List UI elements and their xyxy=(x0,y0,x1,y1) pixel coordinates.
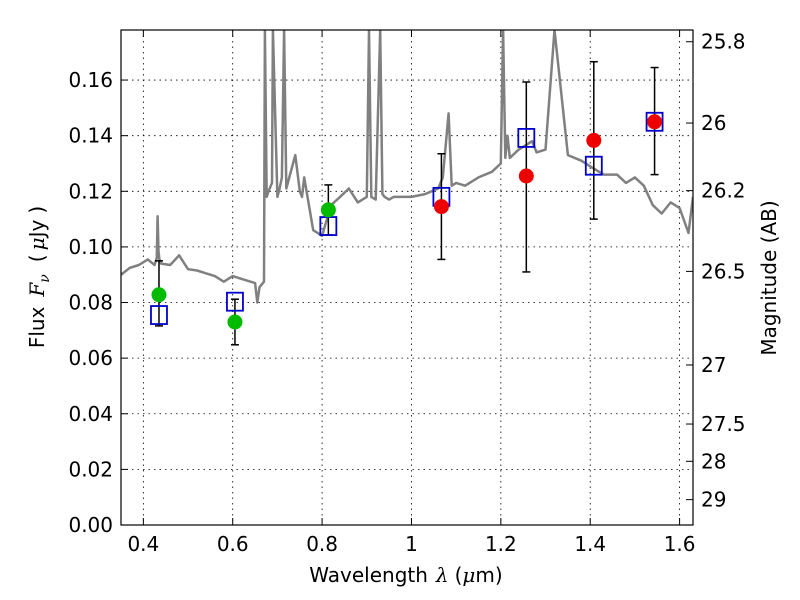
axis-ticks: 0.4 0.6 0.8 1 1.2 1.4 1.6 0.00 0.02 0.04 0.06 0.08 0… xyxy=(68,30,745,556)
y-axis-unit-close: ) xyxy=(25,206,49,214)
data-marks xyxy=(150,60,664,346)
photometry-point-red xyxy=(433,199,449,215)
y-tick-label: 0.10 xyxy=(68,235,113,259)
x-axis-label: Wavelength λ (μm) xyxy=(309,563,502,587)
photometry-square-blue xyxy=(226,291,244,312)
x-tick-label: 1.2 xyxy=(485,532,517,556)
photometry-point-green xyxy=(227,314,243,330)
y2-tick-label: 27 xyxy=(701,353,726,377)
y2-tick-label: 26.5 xyxy=(701,259,746,283)
y2-tick-label: 26.2 xyxy=(701,179,746,203)
spectrum-layer xyxy=(121,30,693,304)
y2-tick-label: 25.8 xyxy=(701,30,746,54)
y2-axis-label: Magnitude (AB) xyxy=(757,200,781,355)
y-tick-label: 0.16 xyxy=(68,68,113,92)
y-axis-label-symbol: F xyxy=(25,282,49,298)
x-axis-label-symbol: λ xyxy=(435,563,449,587)
x-axis-unit-rest: m) xyxy=(475,563,502,587)
x-tick-label: 0.6 xyxy=(217,532,249,556)
y-tick-label: 0.04 xyxy=(68,402,113,426)
photometry-point-red xyxy=(586,132,602,148)
plot-frame xyxy=(120,29,694,526)
photometry-square-blue xyxy=(645,111,664,132)
y-tick-label: 0.02 xyxy=(68,457,113,481)
y-tick-label: 0.12 xyxy=(68,179,113,203)
x-tick-label: 1 xyxy=(405,532,418,556)
photometry-square-blue xyxy=(584,155,603,176)
photometry-square-blue xyxy=(150,305,168,325)
y-tick-label: 0.00 xyxy=(68,513,113,537)
y-tick-label: 0.08 xyxy=(68,291,113,315)
photometry-point-red xyxy=(518,168,534,184)
y-axis-unit-mu: μ xyxy=(25,237,49,250)
y-tick-label: 0.06 xyxy=(68,346,113,370)
y-axis-label-text: Flux xyxy=(25,306,49,348)
photometry-point-red xyxy=(647,114,663,130)
y-axis-label-subscript: ν xyxy=(37,274,53,283)
y2-tick-label: 29 xyxy=(701,488,726,512)
y-axis-unit-rest: Jy xyxy=(25,219,49,239)
y2-tick-label: 26 xyxy=(701,111,726,135)
x-axis-unit-open: ( xyxy=(455,563,463,587)
x-tick-label: 1.4 xyxy=(574,532,606,556)
photometry-point-green xyxy=(151,287,167,303)
y-axis-label: Flux Fν ( μJy) xyxy=(25,206,53,348)
x-axis-label-text: Wavelength xyxy=(309,563,428,587)
x-tick-label: 1.6 xyxy=(664,532,696,556)
y2-tick-label: 28 xyxy=(701,449,726,473)
photometry-point-green xyxy=(320,202,336,218)
photometry-square-blue xyxy=(517,127,536,148)
y2-tick-label: 27.5 xyxy=(701,412,746,436)
x-tick-label: 0.8 xyxy=(306,532,338,556)
x-axis-unit-mu: μ xyxy=(462,563,475,587)
grid xyxy=(121,30,693,526)
y-axis-unit-open: ( xyxy=(25,254,49,262)
x-tick-label: 0.4 xyxy=(127,532,159,556)
y-tick-label: 0.14 xyxy=(68,124,113,148)
model-spectrum-line xyxy=(121,30,693,304)
